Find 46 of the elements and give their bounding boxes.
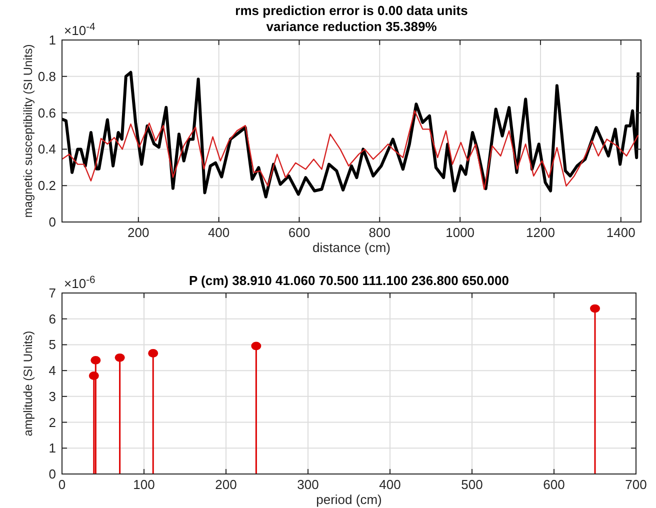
y-tick-label: 6 bbox=[48, 311, 56, 326]
y-tick-label: 1 bbox=[48, 440, 56, 456]
y-tick-label: 0 bbox=[48, 214, 56, 230]
x-tick-label: 200 bbox=[128, 225, 150, 240]
y-tick-label: 0.4 bbox=[38, 142, 56, 157]
line-series bbox=[62, 110, 639, 190]
y-axis-title: amplitude (SI Units) bbox=[21, 330, 35, 436]
point bbox=[88, 372, 99, 380]
x-tick-label: 700 bbox=[625, 477, 647, 492]
point bbox=[590, 304, 600, 313]
y-tick-label: 2 bbox=[48, 414, 56, 430]
point bbox=[148, 349, 158, 358]
y-tick-label: 7 bbox=[48, 286, 56, 300]
y-tick-label: 0.8 bbox=[38, 68, 56, 84]
x-tick-label: 600 bbox=[543, 477, 565, 492]
x-tick-label: 800 bbox=[368, 225, 390, 240]
x-tick-label: 200 bbox=[215, 477, 237, 492]
x-tick-label: 1000 bbox=[446, 225, 475, 240]
x-tick-label: 400 bbox=[379, 477, 401, 492]
y-tick-label: 5 bbox=[48, 337, 56, 352]
point bbox=[251, 342, 262, 350]
x-tick-label: 1400 bbox=[606, 225, 636, 240]
line-series bbox=[62, 70, 640, 198]
x-axis-title: distance (cm) bbox=[312, 240, 391, 255]
y-tick-label: 0 bbox=[48, 466, 56, 482]
x-tick-label: 600 bbox=[288, 225, 310, 240]
chart-title: P (cm) 38.910 41.060 70.500 111.100 236.800 650.000 bbox=[189, 273, 509, 288]
y-tick-label: 3 bbox=[48, 388, 56, 404]
y-tick-label: 1 bbox=[48, 32, 56, 48]
text: ×10$^{-4}$ bbox=[64, 22, 96, 38]
point bbox=[114, 353, 125, 362]
y-tick-label: 4 bbox=[48, 363, 56, 378]
x-tick-label: 1200 bbox=[526, 225, 555, 240]
x-tick-label: 0 bbox=[58, 477, 66, 492]
y-axis-title: magnetic susceptibility (SI Units) bbox=[21, 44, 35, 218]
chart-title: rms prediction error is 0.00 data units bbox=[235, 3, 468, 18]
chart-subtitle: variance reduction 35.389% bbox=[266, 19, 438, 34]
y-tick-label: 0.6 bbox=[38, 105, 56, 120]
x-axis-title: period (cm) bbox=[316, 492, 382, 507]
point bbox=[90, 356, 101, 364]
x-tick-label: 300 bbox=[297, 477, 319, 492]
x-tick-label: 400 bbox=[208, 225, 230, 240]
y-tick-label: 0.2 bbox=[38, 178, 56, 194]
x-tick-label: 100 bbox=[133, 477, 155, 492]
text: ×10$^{-6}$ bbox=[64, 274, 96, 291]
x-tick-label: 500 bbox=[461, 477, 483, 492]
